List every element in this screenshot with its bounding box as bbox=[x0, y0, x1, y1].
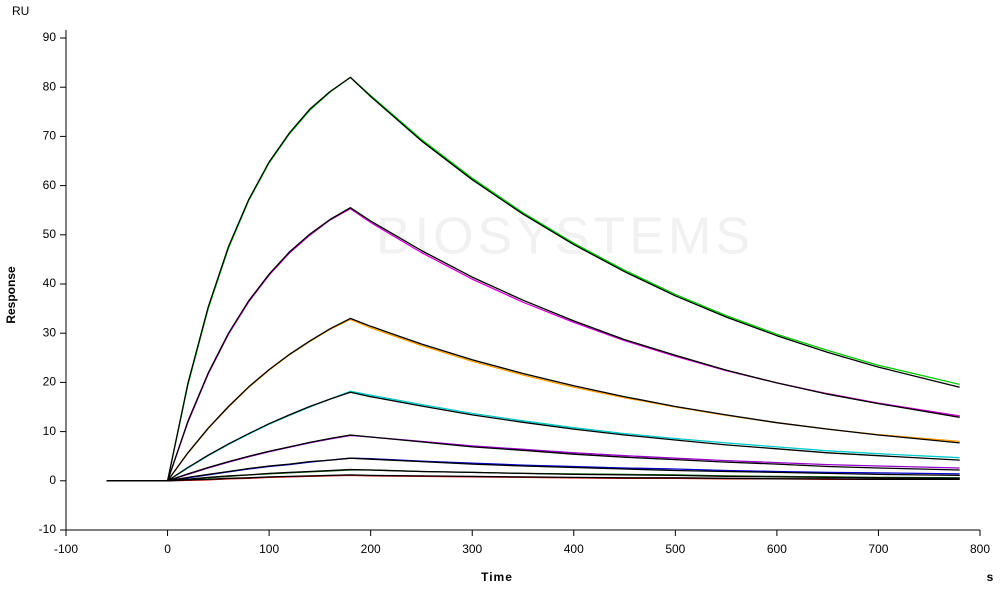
y-tick-label: 50 bbox=[43, 227, 57, 241]
sensorgram-line bbox=[106, 207, 960, 482]
sensorgram-line bbox=[106, 457, 960, 482]
y-unit: RU bbox=[12, 4, 29, 18]
sensorgram-line bbox=[106, 76, 960, 482]
sensorgram-line bbox=[106, 317, 960, 482]
y-tick-label: 0 bbox=[49, 473, 56, 487]
y-tick-label: 90 bbox=[43, 30, 57, 44]
x-tick-label: -100 bbox=[54, 542, 78, 556]
x-tick-label: 300 bbox=[462, 542, 482, 556]
sensorgram-line bbox=[106, 390, 960, 482]
y-tick-label: 80 bbox=[43, 79, 57, 93]
x-tick-label: 800 bbox=[970, 542, 990, 556]
y-tick-label: 30 bbox=[43, 325, 57, 339]
x-tick-label: 200 bbox=[361, 542, 381, 556]
x-tick-label: 600 bbox=[767, 542, 787, 556]
sensorgram-line bbox=[106, 434, 960, 482]
x-tick-label: 100 bbox=[259, 542, 279, 556]
sensorgram-line bbox=[106, 468, 960, 482]
y-tick-label: 70 bbox=[43, 129, 57, 143]
x-tick-label: 400 bbox=[564, 542, 584, 556]
y-axis-title: Response bbox=[4, 266, 18, 324]
y-tick-label: 10 bbox=[43, 424, 57, 438]
x-unit: s bbox=[987, 570, 994, 584]
x-tick-label: 0 bbox=[164, 542, 171, 556]
x-tick-label: 700 bbox=[868, 542, 888, 556]
y-tick-label: 20 bbox=[43, 375, 57, 389]
x-tick-label: 500 bbox=[665, 542, 685, 556]
y-tick-label: 60 bbox=[43, 178, 57, 192]
x-axis-title: Time bbox=[481, 570, 513, 584]
sensorgram-line bbox=[106, 76, 960, 482]
y-tick-label: 40 bbox=[43, 276, 57, 290]
sensorgram-line bbox=[106, 391, 960, 482]
sensorgram-line bbox=[106, 474, 960, 482]
y-tick-label: -10 bbox=[39, 522, 57, 536]
